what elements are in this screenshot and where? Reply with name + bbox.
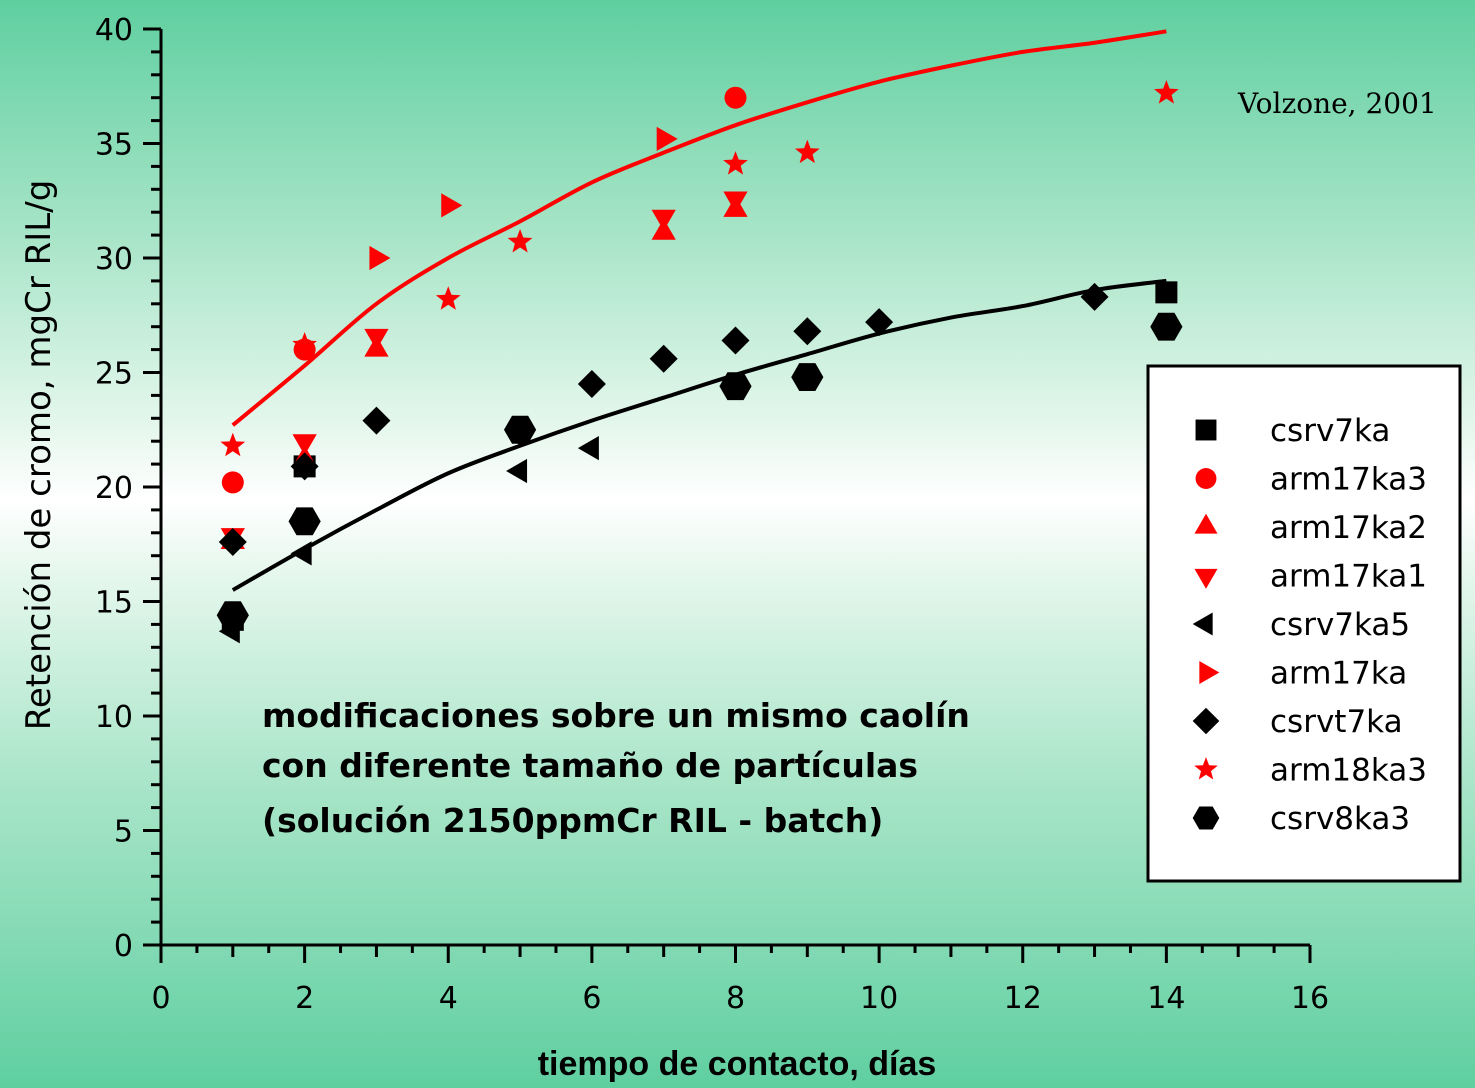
point-arm17ka1 (364, 328, 389, 350)
point-csrvt7ka (1080, 282, 1109, 311)
x-tick-label: 12 (1004, 981, 1042, 1016)
legend-marker-arm17ka2 (1194, 513, 1218, 534)
y-tick-label: 35 (95, 128, 133, 163)
legend-marker-csrv7ka (1195, 419, 1217, 441)
fit-curve-red (231, 29, 1167, 427)
y-tick-label: 30 (95, 242, 133, 277)
credit-text: Volzone, 2001 (1237, 87, 1437, 120)
point-arm18ka3 (292, 332, 317, 356)
point-csrvt7ka (793, 317, 822, 346)
legend-marker-arm18ka3 (1194, 757, 1218, 780)
legend-marker-csrvt7ka (1192, 707, 1220, 735)
point-csrvt7ka (218, 527, 247, 556)
x-tick-label: 6 (582, 981, 601, 1016)
point-csrv7ka5 (506, 458, 528, 484)
legend-marker-csrv8ka3 (1192, 806, 1220, 830)
legend-marker-csrv7ka5 (1192, 612, 1213, 636)
legend-label-csrv7ka5: csrv7ka5 (1270, 607, 1410, 643)
x-tick-label: 2 (295, 981, 314, 1016)
annotation-line-3: (solución 2150ppmCr RIL - batch) (262, 801, 883, 840)
point-arm18ka3 (794, 139, 820, 164)
x-tick-label: 16 (1291, 981, 1329, 1016)
legend-marker-arm17ka1 (1194, 568, 1218, 589)
legend-label-arm17ka1: arm17ka1 (1270, 559, 1427, 595)
point-arm17ka (656, 126, 678, 152)
y-tick-label: 40 (95, 13, 133, 48)
annotation-line-2: con diferente tamaño de partículas (262, 746, 918, 785)
y-tick-label: 15 (95, 586, 133, 621)
point-arm17ka1 (292, 434, 317, 456)
point-arm18ka3 (723, 151, 748, 175)
annotation-line-1: modificaciones sobre un mismo caolín (262, 696, 970, 735)
point-csrvt7ka (865, 308, 894, 337)
point-csrv8ka3 (216, 601, 249, 630)
y-tick-label: 0 (114, 929, 133, 964)
legend-label-csrv8ka3: csrv8ka3 (1270, 801, 1410, 837)
x-tick-label: 4 (439, 981, 458, 1016)
point-arm17ka (441, 193, 463, 218)
point-arm18ka3 (1154, 80, 1179, 104)
point-csrv8ka3 (1150, 312, 1183, 341)
point-csrv8ka3 (503, 415, 537, 444)
point-csrv7ka (1155, 281, 1178, 304)
x-tick-label: 14 (1147, 981, 1185, 1016)
x-axis-ticks: 0 2 4 6 8 10 12 14 16 (151, 945, 1329, 1016)
point-arm18ka3 (435, 286, 461, 310)
point-arm17ka (369, 245, 391, 271)
legend-label-csrvt7ka: csrvt7ka (1270, 704, 1403, 740)
x-tick-label: 0 (151, 981, 170, 1016)
point-arm17ka1 (723, 191, 748, 213)
point-csrv8ka3 (791, 363, 824, 392)
y-tick-label: 5 (114, 815, 133, 850)
point-arm17ka3 (724, 86, 747, 109)
legend-label-arm17ka3: arm17ka3 (1270, 462, 1427, 498)
y-axis-ticks: 0 5 10 15 20 25 30 35 40 (95, 13, 161, 964)
legend: csrv7ka arm17ka3 arm17ka2 arm17ka1 csrv7ka5 a… (1146, 364, 1462, 883)
point-csrvt7ka (577, 369, 606, 398)
fit-curves (231, 29, 1167, 592)
x-tick-label: 10 (860, 981, 898, 1016)
point-csrv7ka5 (290, 541, 312, 566)
x-axis-title: tiempo de contacto, días (538, 1045, 937, 1083)
point-csrv7ka5 (577, 435, 599, 461)
legend-label-arm17ka2: arm17ka2 (1270, 510, 1427, 546)
point-arm17ka1 (651, 209, 676, 231)
y-tick-label: 25 (95, 357, 133, 392)
point-csrvt7ka (721, 326, 750, 355)
point-csrvt7ka (649, 344, 678, 373)
legend-marker-arm17ka (1199, 660, 1220, 685)
y-tick-label: 10 (95, 700, 133, 735)
annotation: modificaciones sobre un mismo caolín con… (262, 696, 970, 840)
point-csrvt7ka (290, 452, 319, 481)
y-tick-label: 20 (95, 471, 133, 506)
x-tick-label: 8 (726, 981, 745, 1016)
data-points (216, 80, 1183, 644)
point-arm18ka3 (220, 432, 246, 457)
y-axis-title: Retención de cromo, mgCr RIL/g (19, 180, 59, 731)
legend-label-arm18ka3: arm18ka3 (1270, 753, 1427, 789)
legend-marker-arm17ka3 (1195, 468, 1217, 489)
point-arm18ka3 (507, 228, 533, 253)
legend-label-csrv7ka: csrv7ka (1270, 413, 1390, 449)
legend-label-arm17ka: arm17ka (1270, 656, 1407, 692)
point-csrv8ka3 (719, 372, 752, 401)
fit-curve-black (231, 278, 1167, 592)
point-csrvt7ka (362, 406, 391, 435)
point-arm17ka3 (221, 471, 244, 494)
point-csrv8ka3 (288, 507, 321, 536)
